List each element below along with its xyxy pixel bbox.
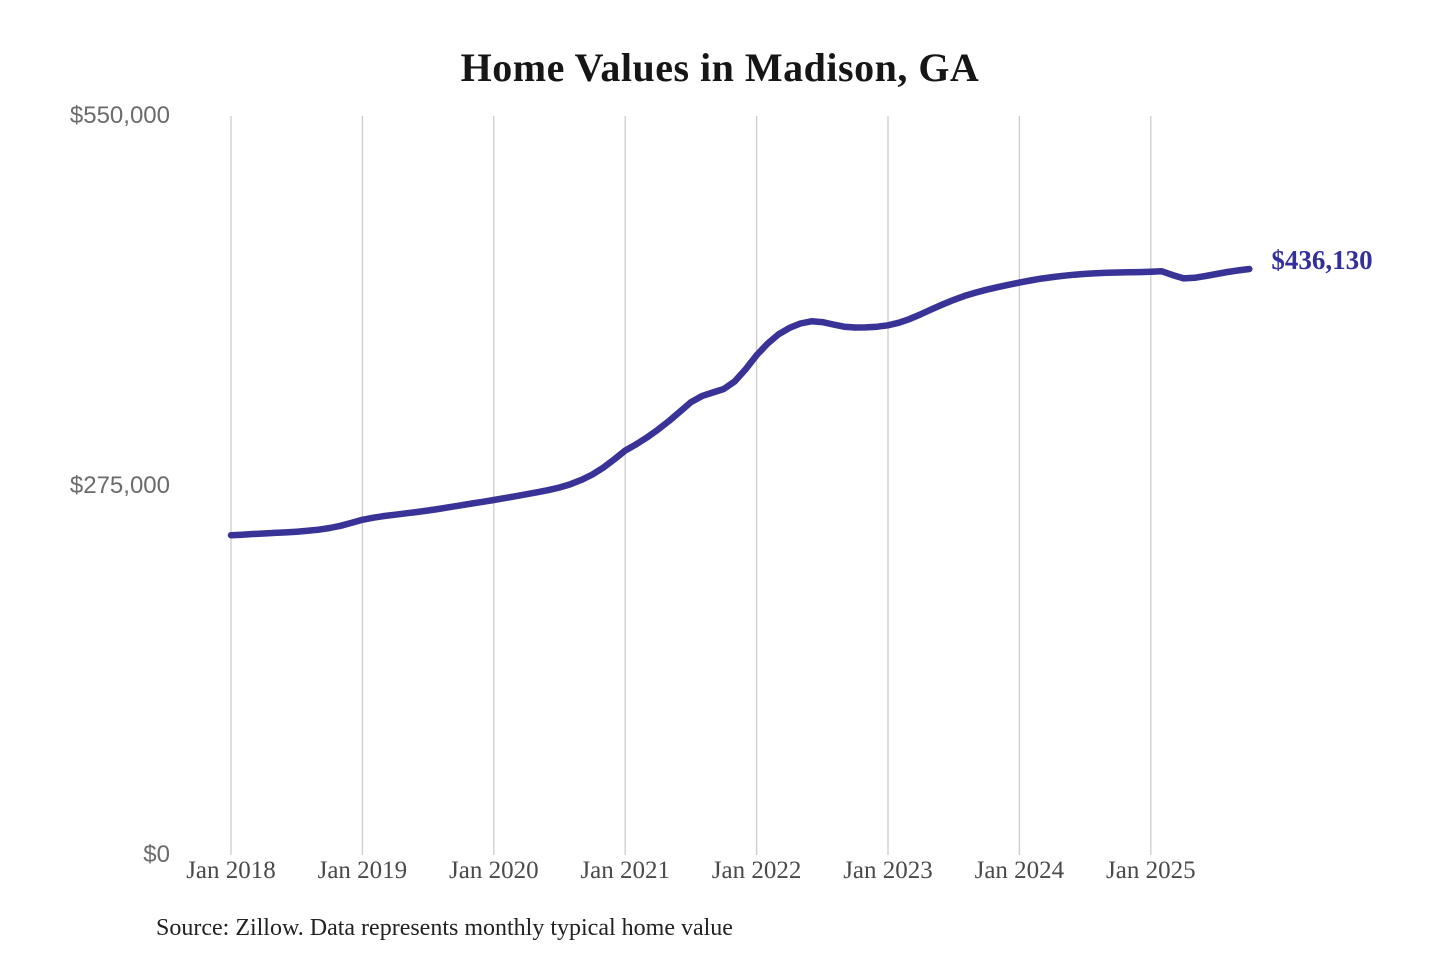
y-tick-label-0: $0 bbox=[143, 841, 170, 868]
x-tick-label-jan-2024: Jan 2024 bbox=[974, 857, 1065, 884]
x-tick-label-jan-2019: Jan 2019 bbox=[317, 857, 408, 884]
end-value-label: $436,130 bbox=[1271, 244, 1373, 275]
x-tick-label-jan-2021: Jan 2021 bbox=[580, 857, 670, 884]
x-tick-label-jan-2018: Jan 2018 bbox=[186, 857, 276, 884]
source-note: Source: Zillow. Data represents monthly … bbox=[156, 915, 733, 941]
chart-title: Home Values in Madison, GA bbox=[460, 45, 980, 90]
x-tick-label-jan-2022: Jan 2022 bbox=[711, 857, 802, 884]
x-tick-label-jan-2023: Jan 2023 bbox=[843, 857, 933, 884]
y-tick-label-550000: $550,000 bbox=[69, 102, 170, 129]
y-tick-label-275000: $275,000 bbox=[69, 471, 170, 499]
x-tick-label-jan-2025: Jan 2025 bbox=[1106, 857, 1196, 884]
x-tick-label-jan-2020: Jan 2020 bbox=[449, 857, 539, 884]
home-value-line-series bbox=[227, 265, 1253, 539]
